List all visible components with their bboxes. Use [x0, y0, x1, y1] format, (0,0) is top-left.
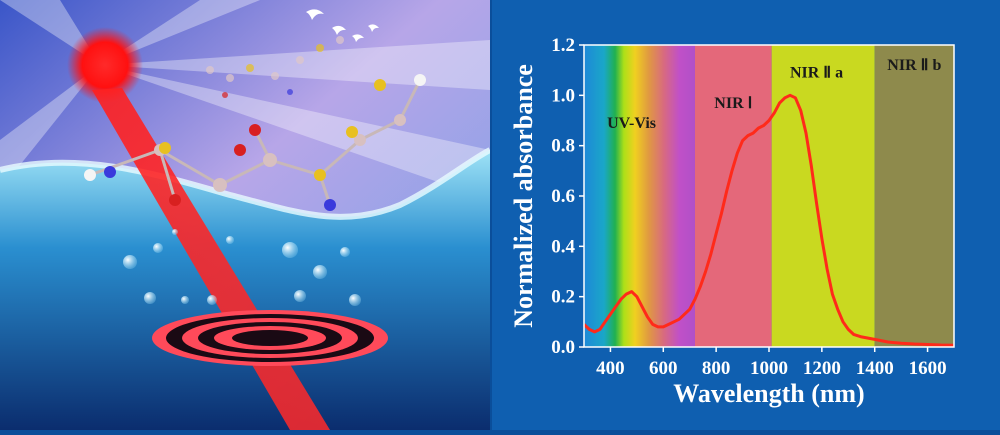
ocean-wave [0, 150, 490, 430]
y-tick-label-0: 0.0 [551, 337, 575, 358]
region-band-3 [874, 45, 954, 347]
y-tick-label-4: 0.8 [551, 136, 575, 157]
absorbance-chart: 400 600 800 1000 1200 1400 1600 0.0 0.2 0.4 0.6 0.8… [509, 35, 955, 408]
x-tick-label-2: 800 [702, 358, 731, 379]
region-label-2: NIR Ⅱ a [790, 65, 843, 82]
birds [306, 9, 379, 42]
y-tick-label-2: 0.4 [551, 236, 575, 257]
x-tick-label-0: 400 [596, 358, 625, 379]
y-tick-label-1: 0.2 [551, 287, 575, 308]
region-labels: UV-Vis NIR Ⅰ NIR Ⅱ a NIR Ⅱ b [607, 57, 941, 132]
region-band-0 [584, 45, 695, 347]
region-band-2 [771, 45, 875, 347]
x-axis-label: Wavelength (nm) [673, 379, 864, 408]
molecule [84, 74, 426, 211]
y-tick-label-5: 1.0 [551, 85, 575, 106]
illustration [0, 0, 492, 430]
y-tick-label-6: 1.2 [551, 35, 575, 56]
spectral-regions [584, 45, 954, 347]
laser-source [67, 27, 143, 103]
region-label-0: UV-Vis [607, 115, 656, 132]
x-tick-label-3: 1000 [750, 358, 788, 379]
light-rays [0, 0, 490, 200]
absorbance-curve-group [582, 93, 955, 347]
axes: 400 600 800 1000 1200 1400 1600 0.0 0.2 0.4 0.6 0.8… [551, 35, 946, 379]
target-rings [152, 310, 388, 366]
absorbance-curve [582, 93, 955, 347]
chart-panel: 400 600 800 1000 1200 1400 1600 0.0 0.2 0.4 0.6 0.8… [492, 0, 1000, 430]
x-tick-label-1: 600 [649, 358, 678, 379]
bubbles [123, 229, 361, 306]
y-axis-label: Normalized absorbance [509, 64, 538, 328]
region-label-3: NIR Ⅱ b [887, 57, 941, 74]
region-label-1: NIR Ⅰ [714, 95, 752, 112]
x-tick-label-6: 1600 [909, 358, 947, 379]
wave-crest [0, 147, 492, 220]
x-tick-label-5: 1400 [856, 358, 894, 379]
y-tick-label-3: 0.6 [551, 186, 575, 207]
x-tick-label-4: 1200 [803, 358, 841, 379]
illustration-panel [0, 0, 492, 430]
region-band-1 [695, 45, 772, 347]
small-molecule [206, 36, 344, 98]
